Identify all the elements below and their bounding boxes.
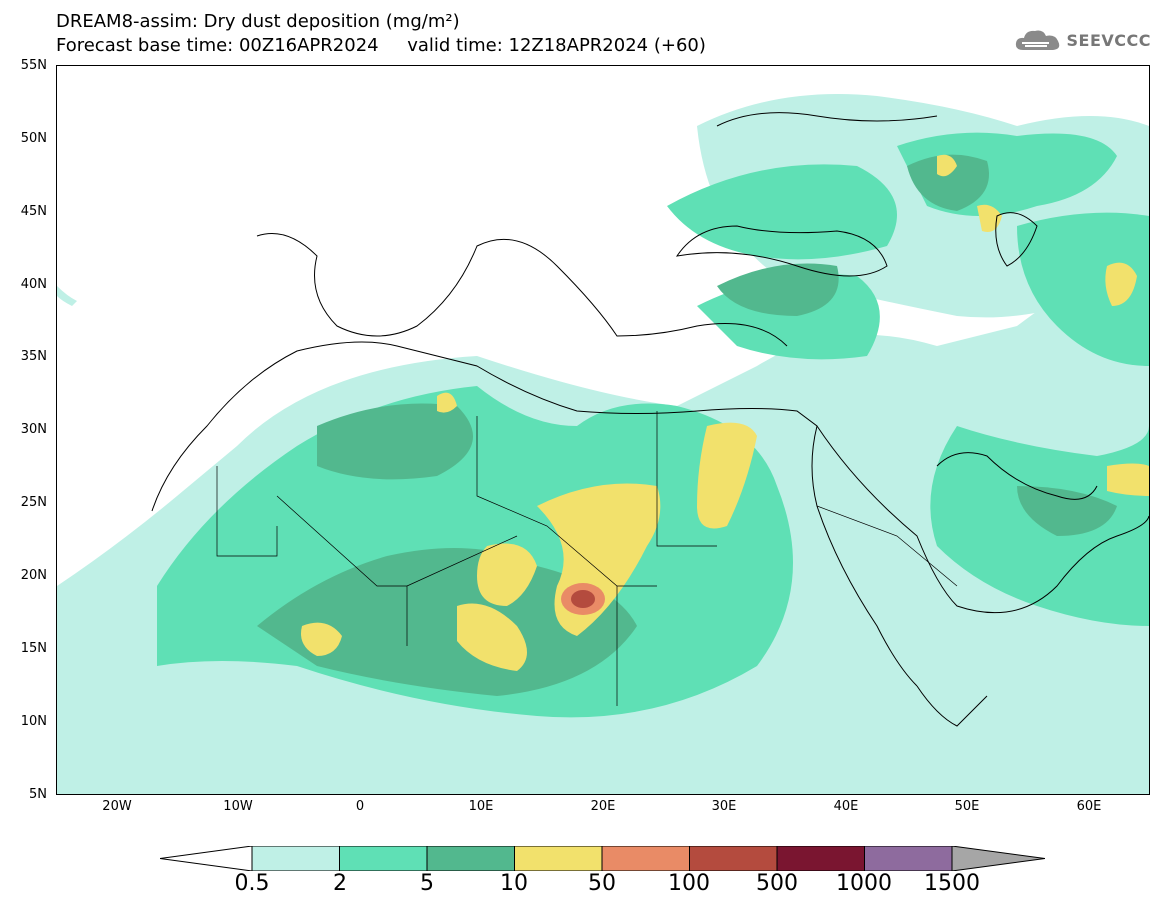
dust-deposition-map [57,94,1149,794]
colorbar [160,846,1045,871]
colorbar-label: 2 [333,871,347,896]
colorbar-swatch [251,846,340,871]
colorbar-label: 500 [756,871,798,896]
lat-label: 15N [20,641,47,656]
colorbar-label: 1500 [924,871,980,896]
lat-label: 45N [20,204,47,219]
coastlines [151,112,1149,727]
country-borders [216,411,958,706]
lon-label: 20W [102,799,132,814]
colorbar-label: 10 [500,871,528,896]
lat-label: 20N [20,568,47,583]
colorbar-swatch [601,846,690,871]
colorbar-label: 100 [668,871,710,896]
colorbar-label: 5 [420,871,434,896]
lat-label: 35N [20,349,47,364]
lon-label: 40E [833,799,859,814]
lat-label: 5N [29,787,47,802]
map-subtitle: Forecast base time: 00Z16APR2024 valid t… [56,36,706,56]
lon-label: 10W [223,799,253,814]
lon-label: 20E [590,799,616,814]
colorbar-label: 1000 [836,871,892,896]
map-title: DREAM8-assim: Dry dust deposition (mg/m²… [56,11,460,32]
colorbar-under-triangle [160,846,253,871]
colorbar-swatch [776,846,865,871]
lat-label: 40N [20,277,47,292]
lat-label: 30N [20,422,47,437]
map-area [56,65,1150,795]
colorbar-swatch [339,846,428,871]
contour-level-50 [561,583,605,615]
lon-label: 10E [468,799,494,814]
lon-label: 50E [954,799,980,814]
lon-label: 30E [711,799,737,814]
lon-label: 60E [1076,799,1102,814]
lon-label: 0 [355,799,365,814]
title-spacer [379,35,408,56]
forecast-base-time: Forecast base time: 00Z16APR2024 [56,35,379,56]
colorbar-label: 0.5 [234,871,270,896]
cloud-icon [1015,30,1059,50]
lat-label: 55N [20,58,47,73]
contour-level-5 [257,154,1117,696]
colorbar-label: 50 [588,871,616,896]
lat-label: 25N [20,495,47,510]
colorbar-swatch [426,846,515,871]
lat-label: 10N [20,714,47,729]
colorbar-swatch [689,846,778,871]
logo-text: SEEVCCC [1066,30,1151,50]
valid-time: valid time: 12Z18APR2024 (+60) [407,35,706,56]
colorbar-swatch [514,846,603,871]
colorbar-over-triangle [951,846,1045,871]
lat-label: 50N [20,131,47,146]
seevccc-logo: SEEVCCC [1013,26,1152,54]
colorbar-swatch [864,846,953,871]
